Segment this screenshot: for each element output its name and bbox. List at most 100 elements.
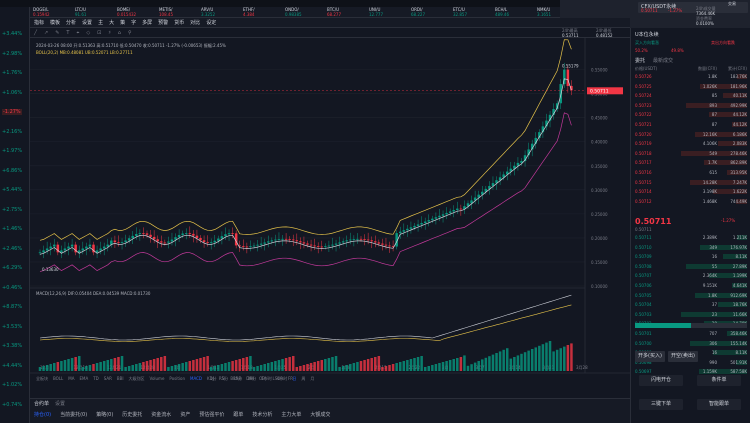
bottom-tab[interactable]: 技术分析 xyxy=(252,412,273,418)
bottom-tab[interactable]: 主力大单 xyxy=(281,412,302,418)
watchlist-change[interactable]: +3.53% xyxy=(2,323,23,330)
orderbook-row[interactable]: 0.50714 3.198K 1.622K xyxy=(635,189,747,195)
ticker-item[interactable]: UNI/U 12.777 xyxy=(366,7,408,17)
period-tab[interactable]: 30分 xyxy=(247,376,257,381)
ticker-item[interactable]: ORDI/68.227 xyxy=(408,7,450,17)
orderbook-row[interactable]: 0.50718 549 278.46K xyxy=(635,150,747,156)
indicator-tab[interactable]: BBI xyxy=(116,376,124,381)
bottom-tab[interactable]: 资金流水 xyxy=(151,412,172,418)
open-long-button[interactable]: 开多(买入) xyxy=(635,351,665,362)
bottom-tab[interactable]: 资产 xyxy=(180,412,191,418)
orderbook-row[interactable]: 0.50716 615 313.95K xyxy=(635,170,747,175)
indicator-tab[interactable]: 大级别区 xyxy=(128,376,145,381)
chart-canvas[interactable]: 0.550000.500000.450000.400000.350000.300… xyxy=(30,38,630,398)
indicator-tab[interactable]: DMI xyxy=(246,376,254,381)
bottom-tab[interactable]: 当前委托(0) xyxy=(60,412,88,418)
ticker-item[interactable]: NMK/U 3.1651 xyxy=(534,7,560,17)
period-tab[interactable]: 1分 xyxy=(210,376,217,381)
watchlist-change[interactable]: +2.75% xyxy=(2,206,23,213)
ticker-item[interactable]: BTC/U 68.277 xyxy=(324,7,366,17)
tab-recent-trades[interactable]: 最新成交 xyxy=(653,58,674,64)
pair-tab[interactable]: CFX/USDT永续 0.50711 -1.27% xyxy=(638,2,748,13)
draw-tool-icon[interactable]: ⌖ xyxy=(76,29,80,36)
indicator-tab[interactable]: Volume xyxy=(149,376,165,381)
indicator-tab[interactable]: LSUR xyxy=(272,376,283,381)
indicator-tab[interactable]: MA xyxy=(68,376,75,381)
period-tab[interactable]: 周 xyxy=(301,376,306,381)
watchlist-change[interactable]: +8.87% xyxy=(2,304,23,310)
smart-copy-button[interactable]: 智能跟单 xyxy=(697,399,741,410)
orderbook-row[interactable]: 0.50704 37 18.76K xyxy=(635,302,747,308)
bottom-tab[interactable]: 预估强平价 xyxy=(199,412,225,418)
orderbook-row[interactable]: 0.50712 1.468K 744.49K xyxy=(635,198,747,204)
watchlist-change[interactable]: +3.38% xyxy=(2,343,23,349)
orderbook-row[interactable]: 0.50719 4.106K 2.083K xyxy=(635,141,747,147)
orderbook-row[interactable]: 0.50703 23 11.66K xyxy=(635,311,747,317)
watchlist-change[interactable]: +0.46% xyxy=(2,284,23,291)
watchlist-change[interactable]: -1.27% xyxy=(2,109,22,115)
watchlist-change[interactable]: +2.46% xyxy=(2,245,23,252)
indicator-tab[interactable]: FR xyxy=(288,376,294,381)
watchlist-change[interactable]: +0.74% xyxy=(2,401,23,408)
three-key-order-button[interactable]: 三键下单 xyxy=(639,399,683,410)
trade-label[interactable]: 交易 xyxy=(728,1,736,6)
open-short-button[interactable]: 开空(卖出) xyxy=(668,351,698,362)
orderbook-row[interactable]: 0.50709 16 8.11K xyxy=(635,254,747,260)
draw-tool-icon[interactable]: ✎ xyxy=(55,29,60,36)
watchlist-change[interactable]: +1.97% xyxy=(2,148,23,154)
toolbar-item[interactable]: 主 xyxy=(98,20,104,26)
ticker-item[interactable]: BOME/0.015432 xyxy=(114,7,156,17)
orderbook-row[interactable]: 0.50708 55 27.89K xyxy=(635,263,747,269)
indicator-tab[interactable]: OBV xyxy=(259,376,268,381)
ticker-item[interactable]: ETHF/4.384 xyxy=(240,7,282,17)
ticker-item[interactable]: ETC/U 32.857 xyxy=(450,7,492,17)
toolbar-item[interactable]: 多屏 xyxy=(142,20,153,26)
indicator-tab[interactable]: EMA xyxy=(79,376,89,381)
ticker-item[interactable]: LTC/U 91.61 xyxy=(72,7,114,17)
orderbook-row[interactable]: 0.50698 990 501.91K xyxy=(635,359,747,365)
orderbook-row[interactable]: 0.50722 87 44.12K xyxy=(635,112,747,118)
indicator-tab[interactable]: BRAR xyxy=(230,376,242,381)
toolbar-item[interactable]: 对比 xyxy=(190,20,201,26)
indicator-tab[interactable]: SAR xyxy=(103,376,112,381)
draw-tool-icon[interactable]: ↗ xyxy=(44,29,49,36)
mode-tab-setting[interactable]: 设置 xyxy=(55,401,66,407)
indicator-tab[interactable]: TD xyxy=(93,376,99,381)
period-tab[interactable]: 日 xyxy=(292,376,297,381)
draw-tool-icon[interactable]: ╱ xyxy=(34,29,38,36)
toolbar-item[interactable]: 策 xyxy=(120,20,126,26)
orderbook-row[interactable]: 0.50726 1.8K 183.76K xyxy=(635,74,747,79)
orderbook-row[interactable]: 0.50697 1.159K 587.58K xyxy=(635,369,747,375)
watchlist-change[interactable]: +5.44% xyxy=(2,187,23,193)
orderbook-row[interactable]: 0.50711 2.389K 1.211K xyxy=(635,235,747,240)
ticker-item[interactable]: ONDO/0.98385 xyxy=(282,7,324,17)
period-tab[interactable]: 15分 xyxy=(233,376,243,381)
orderbook-row[interactable]: 0.50724 85 40.11K xyxy=(635,93,747,99)
watchlist-change[interactable]: +4.44% xyxy=(2,362,23,369)
price-chart[interactable]: 2024-03-26 08:00 开:0.51363 高:0.51710 低:0… xyxy=(30,38,630,398)
watchlist-change[interactable]: +1.02% xyxy=(2,382,23,388)
orderbook-row[interactable]: 0.50723 893 492.99K xyxy=(635,102,747,108)
period-tab[interactable]: 4小时 xyxy=(276,376,288,381)
toolbar-item[interactable]: 设定 xyxy=(206,20,217,26)
ticker-item[interactable]: METIS/108.45 xyxy=(156,7,198,17)
toolbar-item[interactable]: 货币 xyxy=(174,20,185,26)
period-tab[interactable]: 月 xyxy=(310,376,315,381)
orderbook-row[interactable]: 0.50705 1.8K 912.69K xyxy=(635,292,747,298)
toolbar-item[interactable]: 字 xyxy=(131,20,137,26)
draw-tool-icon[interactable]: ⚲ xyxy=(127,29,132,36)
panel-mode-label[interactable]: U本位永续 xyxy=(635,32,659,38)
toolbar-item[interactable]: 大 xyxy=(109,20,115,26)
orderbook-row[interactable]: 0.50720 12.16K 6.186K xyxy=(635,131,747,137)
indicator-tab[interactable]: BOLL xyxy=(53,376,64,381)
orderbook-row[interactable]: 0.50725 1.026K 181.96K xyxy=(635,83,747,89)
orderbook-row[interactable]: 0.50721 87 44.12K xyxy=(635,122,747,127)
toolbar-item[interactable]: 预警 xyxy=(158,20,169,26)
orderbook-row[interactable]: 0.50710 349 176.97K xyxy=(635,244,747,250)
toolbar-item[interactable]: 分析 xyxy=(66,20,77,26)
indicator-tab[interactable]: RSI xyxy=(218,376,226,381)
draw-tool-icon[interactable]: ⊡ xyxy=(97,29,102,36)
bottom-tab[interactable]: 策略(0) xyxy=(96,412,114,418)
mode-tab-positions[interactable]: 合约单 xyxy=(34,401,50,407)
toolbar-item[interactable]: 设置 xyxy=(82,20,93,26)
